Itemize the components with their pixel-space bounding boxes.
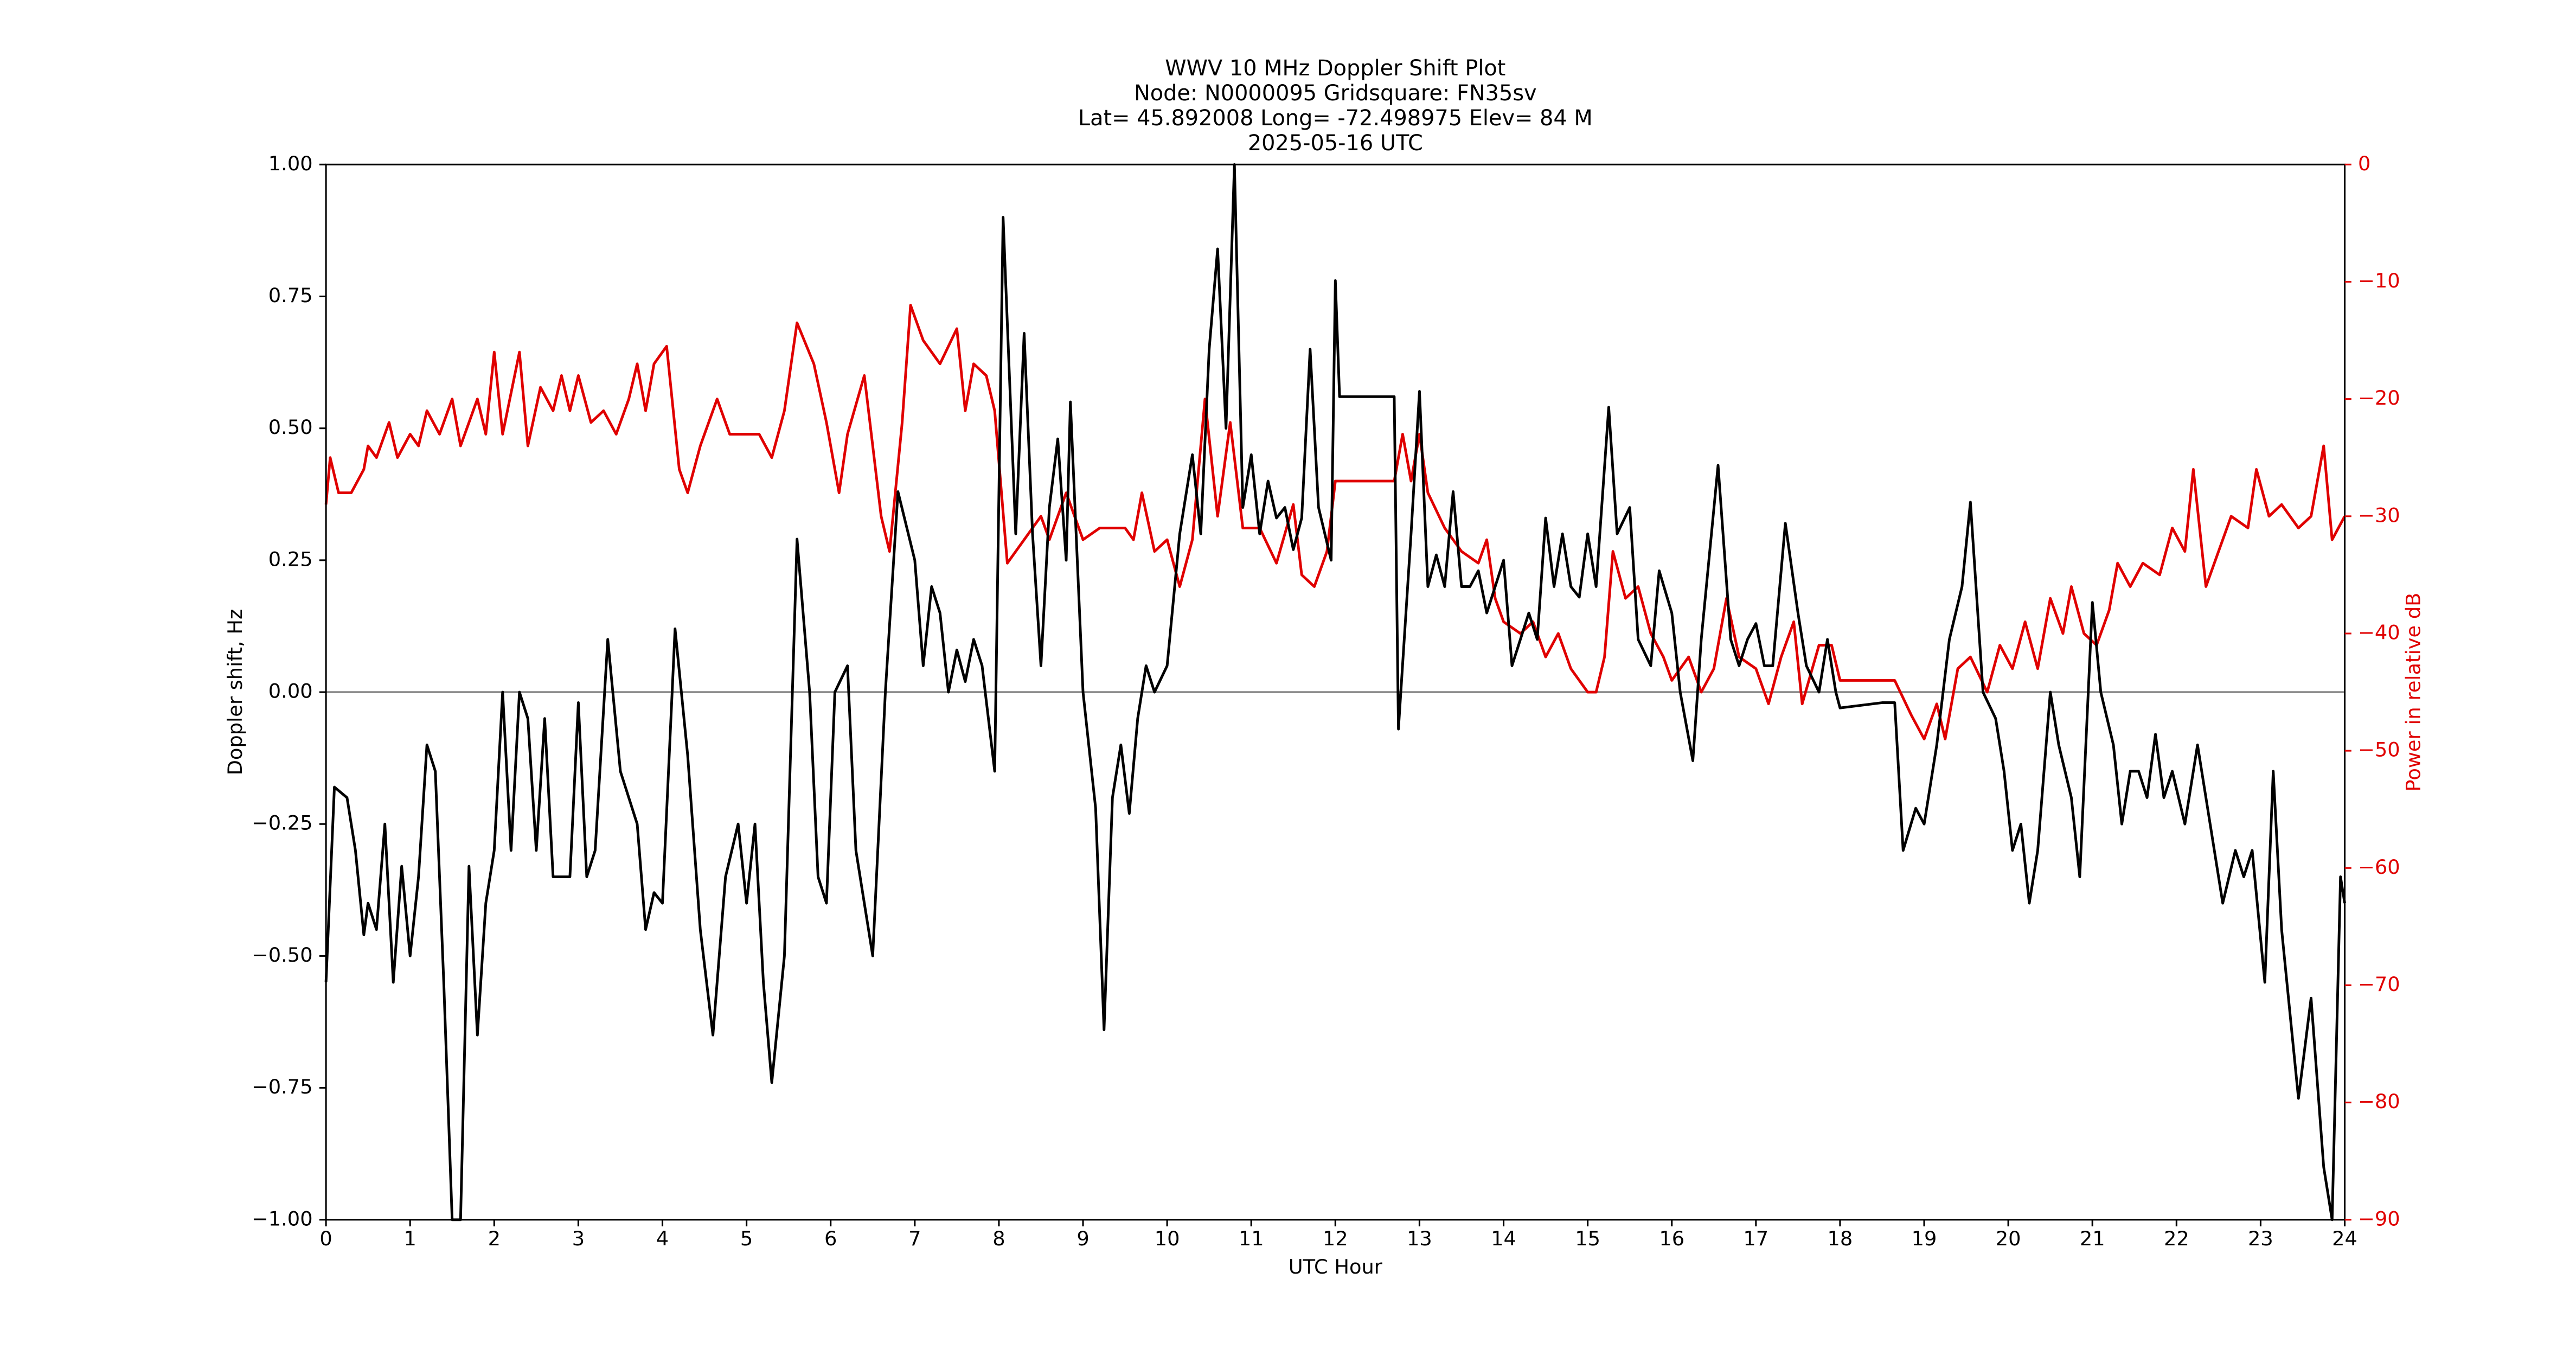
x-tick-label: 12 bbox=[1323, 1227, 1348, 1250]
y2-axis-label: Power in relative dB bbox=[2402, 593, 2425, 792]
x-tick-label: 1 bbox=[404, 1227, 416, 1250]
y2-tick-label: −40 bbox=[2358, 621, 2400, 644]
x-tick-label: 3 bbox=[572, 1227, 585, 1250]
chart-title: WWV 10 MHz Doppler Shift Plot bbox=[1165, 56, 1505, 81]
y2-tick-label: −10 bbox=[2358, 269, 2400, 292]
y2-tick-label: −30 bbox=[2358, 503, 2400, 527]
x-tick-label: 7 bbox=[908, 1227, 921, 1250]
x-tick-label: 24 bbox=[2332, 1227, 2357, 1250]
x-tick-label: 5 bbox=[740, 1227, 753, 1250]
x-tick-label: 17 bbox=[1743, 1227, 1768, 1250]
y-axis-label: Doppler shift, Hz bbox=[223, 609, 247, 776]
y-tick-label: 0.75 bbox=[268, 284, 313, 307]
y2-tick-label: −80 bbox=[2358, 1090, 2400, 1113]
data-line bbox=[324, 163, 2346, 1221]
y-tick-label: 1.00 bbox=[268, 152, 313, 175]
y2-tick-label: −90 bbox=[2358, 1207, 2400, 1230]
x-tick-label: 13 bbox=[1407, 1227, 1432, 1250]
chart-title: Lat= 45.892008 Long= -72.498975 Elev= 84… bbox=[1078, 106, 1593, 131]
x-tick-label: 18 bbox=[1828, 1227, 1853, 1250]
y2-tick-label: −70 bbox=[2358, 973, 2400, 996]
y2-tick-label: −60 bbox=[2358, 855, 2400, 879]
data-line bbox=[324, 304, 2346, 740]
x-tick-label: 8 bbox=[992, 1227, 1005, 1250]
y-tick-label: −1.00 bbox=[252, 1207, 313, 1230]
x-tick-label: 23 bbox=[2248, 1227, 2273, 1250]
y-tick-label: −0.75 bbox=[252, 1075, 313, 1098]
x-tick-label: 22 bbox=[2164, 1227, 2189, 1250]
x-tick-label: 11 bbox=[1239, 1227, 1264, 1250]
plot-frame bbox=[325, 163, 2346, 1221]
y2-tick-label: −50 bbox=[2358, 738, 2400, 762]
y-tick-label: 0.50 bbox=[268, 415, 313, 439]
x-tick-label: 21 bbox=[2080, 1227, 2105, 1250]
x-tick-label: 14 bbox=[1491, 1227, 1516, 1250]
chart-title: Node: N0000095 Gridsquare: FN35sv bbox=[1134, 81, 1537, 106]
y-tick-label: −0.25 bbox=[252, 811, 313, 835]
x-tick-label: 20 bbox=[1996, 1227, 2021, 1250]
x-axis-label: UTC Hour bbox=[1289, 1255, 1383, 1278]
x-tick-label: 6 bbox=[824, 1227, 837, 1250]
x-tick-label: 2 bbox=[488, 1227, 501, 1250]
y-tick-label: −0.50 bbox=[252, 943, 313, 967]
x-tick-label: 9 bbox=[1076, 1227, 1089, 1250]
x-tick-label: 15 bbox=[1575, 1227, 1600, 1250]
y-tick-label: 0.25 bbox=[268, 547, 313, 571]
x-tick-label: 4 bbox=[656, 1227, 669, 1250]
y2-tick-label: 0 bbox=[2358, 152, 2370, 175]
x-tick-label: 19 bbox=[1912, 1227, 1937, 1250]
x-tick-label: 10 bbox=[1155, 1227, 1180, 1250]
y-tick-label: 0.00 bbox=[268, 680, 313, 703]
chart-title: 2025-05-16 UTC bbox=[1248, 131, 1423, 156]
x-tick-label: 0 bbox=[319, 1227, 332, 1250]
x-tick-label: 16 bbox=[1659, 1227, 1684, 1250]
y2-tick-label: −20 bbox=[2358, 386, 2400, 410]
